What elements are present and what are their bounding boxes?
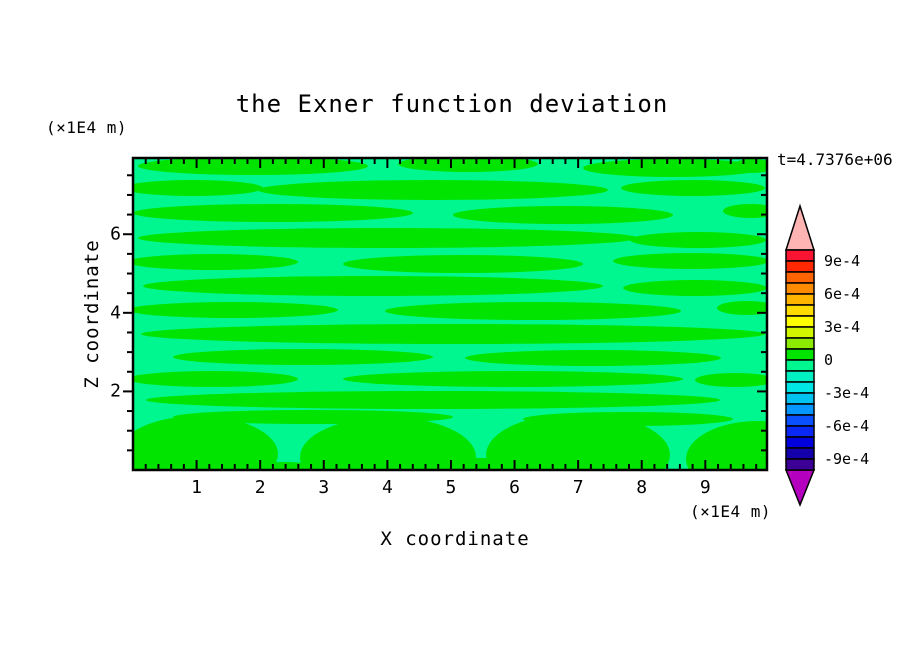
positive-anomaly-band [621,180,765,196]
positive-anomaly-band [630,232,766,248]
colorbar-segment [785,315,815,328]
colorbar-segment [785,425,815,438]
y-tick-label: 6 [110,223,121,245]
positive-anomaly-band [143,276,603,296]
colorbar-segment [785,370,815,383]
x-tick-label: 3 [318,477,330,498]
positive-anomaly-band [133,371,298,387]
positive-anomaly-band [343,371,683,387]
positive-anomaly-band [133,180,263,196]
y-axis-label: Z coordinate [81,239,103,389]
positive-anomaly-band [398,158,538,172]
contour-field [133,158,767,470]
colorbar-segment [785,392,815,405]
colorbar-segment [785,403,815,416]
colorbar-segment [785,304,815,317]
positive-anomaly-band [686,421,767,470]
positive-anomaly-band [141,324,765,344]
positive-anomaly-band [133,254,298,270]
positive-anomaly-band [173,349,433,365]
colorbar-label: 9e-4 [824,252,861,270]
positive-anomaly-band [486,413,670,470]
x-axis-label: X coordinate [380,528,530,550]
positive-anomaly-band [138,228,638,248]
positive-anomaly-band [733,159,767,173]
positive-anomaly-band [300,417,476,470]
colorbar-label: 0 [824,351,834,369]
positive-anomaly-band [138,158,368,175]
colorbar-under-arrow [784,469,816,508]
axis-ticks [123,159,766,469]
positive-anomaly-band [133,204,413,222]
colorbar-segment [785,348,815,361]
colorbar [784,203,816,508]
x-tick-label: 1 [191,477,202,498]
x-axis-unit-label: (×1E4 m) [690,502,772,521]
x-tick-label: 7 [572,477,584,498]
y-tick-label: 2 [110,380,121,402]
colorbar-segment [785,293,815,306]
colorbar-segment [785,260,815,273]
x-tick-label: 2 [254,477,266,498]
colorbar-over-arrow [784,203,816,251]
x-tick-label: 4 [381,477,393,498]
y-tick-label: 4 [110,302,121,324]
positive-anomaly-band [343,255,583,273]
positive-anomaly-band [408,458,558,470]
colorbar-label: 3e-4 [824,318,861,336]
colorbar-segment [785,414,815,427]
colorbar-label: -9e-4 [824,450,870,468]
positive-anomaly-band [258,180,608,200]
x-tick-label: 5 [445,477,457,498]
positive-anomaly-band [133,302,338,318]
x-tick-label: 9 [699,477,711,498]
colorbar-label: -6e-4 [824,417,870,435]
positive-anomaly-band [623,280,767,296]
positive-anomaly-band [146,391,720,409]
colorbar-segment [785,282,815,295]
positive-anomaly-band [385,302,681,320]
x-tick-label: 8 [636,477,648,498]
colorbar-segment [785,271,815,284]
colorbar-segment [785,249,815,262]
colorbar-segment [785,359,815,372]
colorbar-segment [785,447,815,460]
positive-anomaly-band [133,416,278,470]
positive-anomaly-band [465,350,721,366]
colorbar-segment [785,381,815,394]
x-tick-label: 6 [509,477,520,498]
colorbar-segment [785,436,815,449]
positive-anomaly-band [453,206,673,224]
colorbar-segment [785,326,815,339]
chart-title: the Exner function deviation [235,90,669,118]
colorbar-label: 6e-4 [824,285,861,303]
colorbar-segment [785,337,815,350]
positive-anomaly-band [243,462,323,470]
positive-anomaly-band [695,373,767,387]
y-axis-unit-label: (×1E4 m) [46,118,128,137]
time-annotation: t=4.7376e+06 [777,150,893,169]
positive-anomaly-band [723,204,767,218]
plot-frame [131,156,769,472]
positive-anomaly-band [717,301,767,315]
positive-anomaly-band [613,253,767,269]
colorbar-segment [785,458,815,471]
colorbar-label: -3e-4 [824,384,870,402]
